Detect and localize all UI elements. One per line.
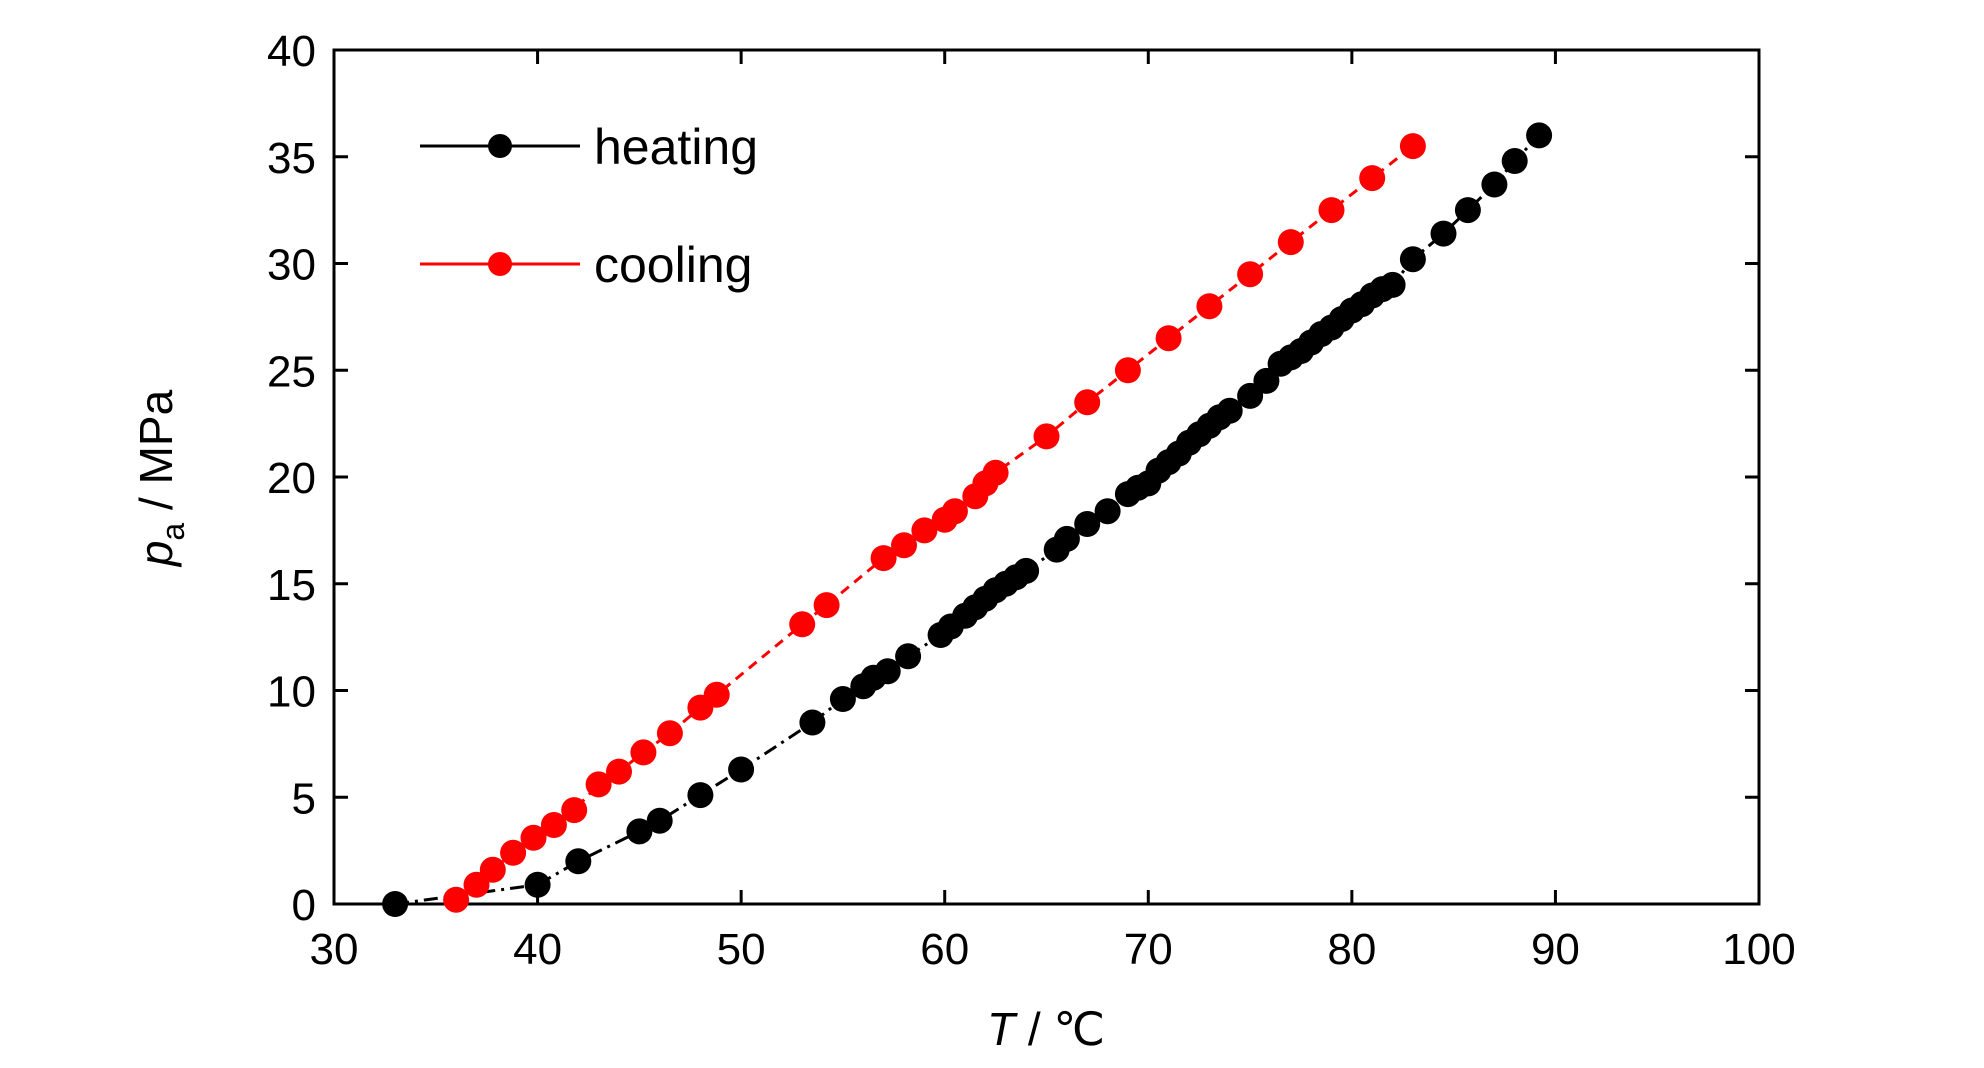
data-point-cooling bbox=[561, 797, 588, 824]
data-point-heating bbox=[565, 848, 592, 875]
series-cooling bbox=[443, 133, 1426, 913]
data-point-cooling bbox=[1399, 133, 1426, 160]
data-point-cooling bbox=[656, 720, 683, 747]
x-tick-label: 30 bbox=[310, 925, 359, 974]
data-point-cooling bbox=[870, 545, 897, 572]
data-point-cooling bbox=[911, 517, 938, 544]
data-point-cooling bbox=[630, 739, 657, 766]
data-point-heating bbox=[874, 658, 901, 685]
data-point-cooling bbox=[813, 592, 840, 619]
data-point-heating bbox=[1053, 525, 1080, 552]
data-point-heating bbox=[646, 807, 673, 834]
data-point-cooling bbox=[891, 532, 917, 559]
data-point-cooling bbox=[1318, 197, 1345, 224]
data-point-cooling bbox=[520, 824, 547, 851]
data-point-cooling bbox=[1074, 389, 1101, 416]
data-point-heating bbox=[1216, 397, 1243, 424]
series-line-heating bbox=[394, 134, 1541, 906]
x-tick-label: 70 bbox=[1124, 925, 1173, 974]
data-point-heating bbox=[524, 871, 551, 898]
legend-marker-heating bbox=[488, 134, 512, 158]
data-point-cooling bbox=[1359, 165, 1386, 192]
data-point-heating bbox=[1094, 498, 1121, 525]
data-point-cooling bbox=[606, 758, 632, 785]
data-point-cooling bbox=[703, 681, 730, 708]
legend: heating cooling bbox=[420, 119, 758, 293]
legend-label-heating: heating bbox=[594, 119, 758, 175]
plot-area-frame bbox=[332, 48, 1761, 906]
data-point-cooling bbox=[479, 856, 506, 883]
data-point-heating bbox=[382, 891, 409, 917]
data-point-heating bbox=[1253, 367, 1280, 394]
data-point-cooling bbox=[1155, 325, 1182, 352]
x-tick-label: 60 bbox=[920, 925, 969, 974]
data-point-heating bbox=[687, 782, 714, 809]
series-line-cooling bbox=[455, 144, 1414, 901]
data-point-cooling bbox=[500, 839, 527, 866]
x-tick-label: 50 bbox=[717, 925, 766, 974]
legend-entry-cooling: cooling bbox=[420, 237, 752, 293]
data-point-cooling bbox=[1277, 229, 1304, 256]
y-tick-label: 30 bbox=[267, 241, 316, 290]
y-axis-title: pa / MPa bbox=[130, 389, 191, 568]
legend-entry-heating: heating bbox=[420, 119, 758, 175]
data-point-heating bbox=[1399, 246, 1426, 273]
y-tick-label: 40 bbox=[267, 27, 316, 76]
y-tick-label: 0 bbox=[292, 881, 316, 930]
data-point-cooling bbox=[1196, 293, 1223, 320]
data-point-heating bbox=[1379, 271, 1406, 298]
series-layer bbox=[382, 122, 1553, 917]
y-axis-ticks: 0 5 10 15 20 25 30 35 40 bbox=[267, 27, 1759, 930]
data-point-heating bbox=[895, 643, 922, 670]
data-point-cooling bbox=[982, 459, 1009, 486]
data-point-cooling bbox=[540, 812, 567, 838]
series-heating bbox=[382, 122, 1553, 917]
x-tick-label: 40 bbox=[513, 925, 562, 974]
x-axis-title: T / ℃ bbox=[987, 1003, 1105, 1055]
data-point-heating bbox=[626, 818, 653, 845]
data-point-cooling bbox=[789, 611, 816, 638]
data-point-heating bbox=[1454, 197, 1481, 224]
data-point-heating bbox=[1430, 220, 1457, 247]
x-tick-label: 100 bbox=[1722, 925, 1795, 974]
legend-marker-cooling bbox=[488, 252, 512, 276]
y-tick-label: 25 bbox=[267, 347, 316, 396]
data-point-heating bbox=[728, 756, 755, 783]
legend-label-cooling: cooling bbox=[594, 237, 752, 293]
data-point-heating bbox=[1526, 122, 1553, 149]
data-point-heating bbox=[829, 686, 856, 712]
y-tick-label: 15 bbox=[267, 561, 316, 610]
x-axis-ticks: 30 40 50 60 70 80 90 100 bbox=[310, 50, 1796, 974]
y-tick-label: 10 bbox=[267, 668, 316, 717]
data-point-heating bbox=[1481, 171, 1508, 198]
data-point-heating bbox=[799, 709, 826, 736]
y-tick-label: 35 bbox=[267, 134, 316, 183]
data-point-cooling bbox=[1033, 423, 1060, 450]
x-tick-label: 90 bbox=[1531, 925, 1580, 974]
x-tick-label: 80 bbox=[1327, 925, 1376, 974]
data-point-heating bbox=[1013, 557, 1040, 584]
data-point-cooling bbox=[1237, 261, 1264, 288]
data-point-heating bbox=[1501, 148, 1528, 174]
data-point-cooling bbox=[585, 771, 612, 798]
data-point-heating bbox=[1074, 511, 1101, 537]
data-point-cooling bbox=[1114, 357, 1141, 384]
data-point-cooling bbox=[443, 886, 470, 913]
y-tick-label: 20 bbox=[267, 454, 316, 503]
y-tick-label: 5 bbox=[292, 774, 316, 823]
data-point-cooling bbox=[941, 498, 968, 525]
